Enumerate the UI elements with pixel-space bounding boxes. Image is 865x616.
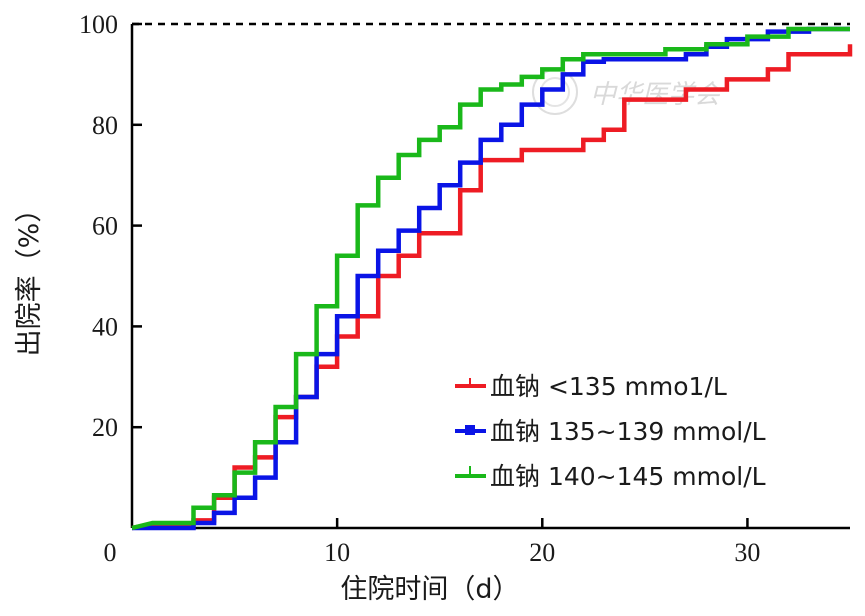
y-axis-title: 出院率（%）: [14, 196, 45, 357]
x-axis-title: 住院时间（d）: [340, 574, 519, 605]
legend: 血钠 <135 mmo1/L 血钠 135~139 mmol/L 血钠 140~…: [455, 372, 766, 491]
legend-label-series-2: 血钠 135~139 mmol/L: [490, 417, 766, 446]
x-tick-label: 0: [104, 538, 117, 567]
ticks-layer: 20 40 60 80 100 0 10 20 30: [79, 10, 760, 567]
series-layer: [131, 26, 853, 531]
legend-item-series-3: 血钠 140~145 mmol/L: [455, 462, 766, 491]
x-tick-label: 30: [734, 538, 760, 567]
y-tick-label: 40: [92, 312, 118, 341]
series-line-3: [131, 26, 850, 531]
series-line-1: [131, 44, 853, 531]
y-tick-label: 20: [92, 413, 118, 442]
x-tick-label: 10: [324, 538, 350, 567]
x-tick-label: 20: [529, 538, 555, 567]
legend-label-series-3: 血钠 140~145 mmol/L: [490, 462, 766, 491]
watermark-text: 中华医学会: [590, 80, 723, 110]
y-tick-label: 60: [92, 212, 118, 241]
y-tick-label: 100: [79, 10, 118, 39]
series-line-2: [132, 26, 850, 531]
legend-item-series-2: 血钠 135~139 mmol/L: [455, 417, 766, 446]
legend-marker-series-2: [465, 425, 475, 435]
y-tick-label: 80: [92, 111, 118, 140]
axes: [130, 24, 850, 530]
watermark: 中华医学会: [532, 69, 723, 115]
legend-label-series-1: 血钠 <135 mmo1/L: [490, 372, 727, 401]
legend-item-series-1: 血钠 <135 mmo1/L: [455, 372, 727, 401]
